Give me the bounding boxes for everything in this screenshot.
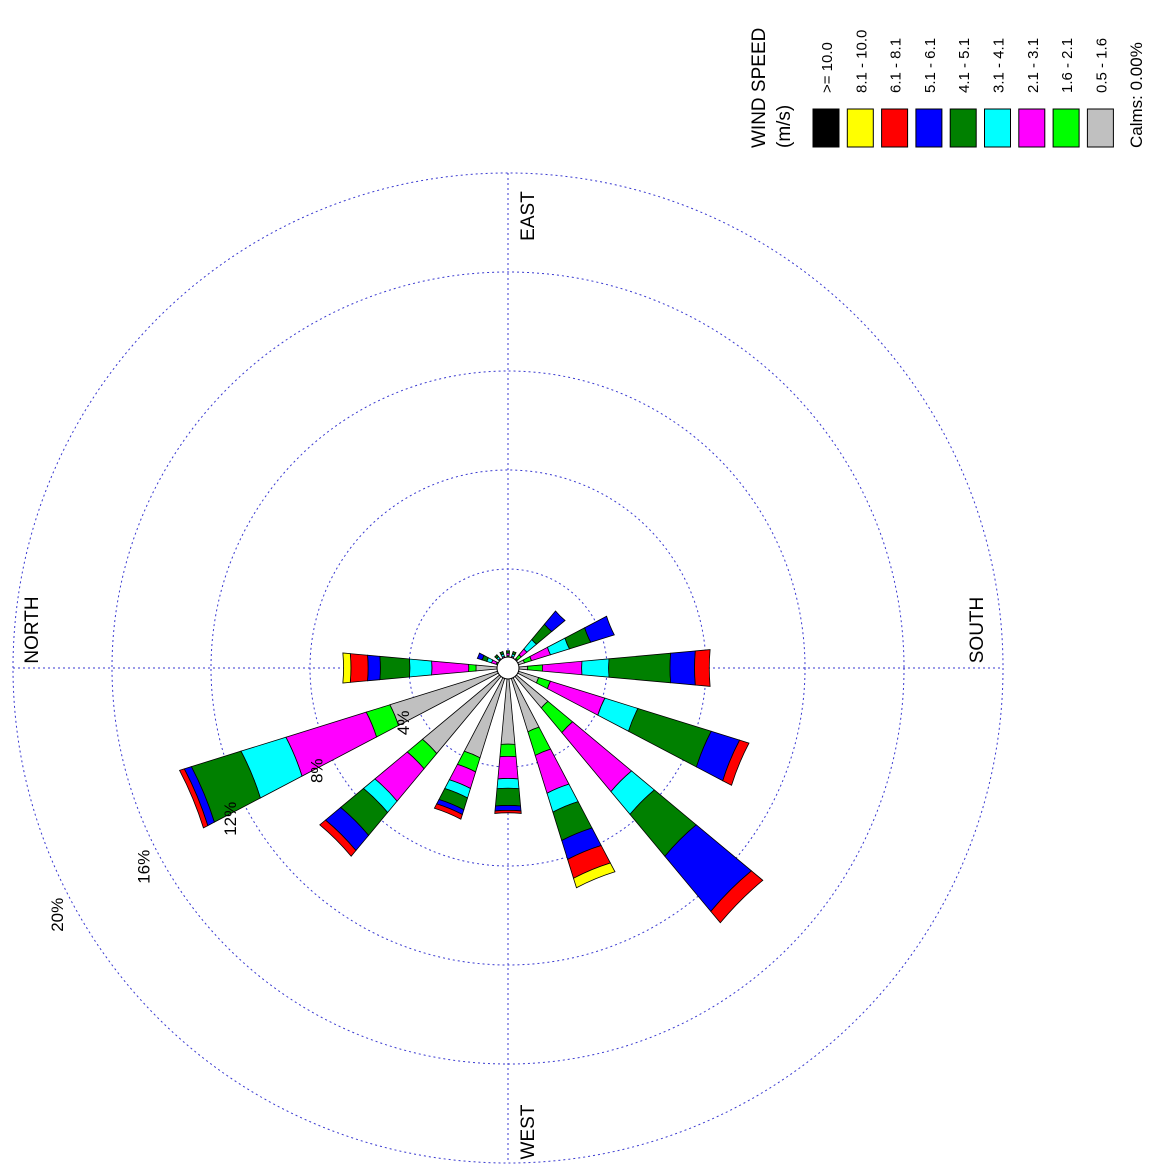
ring-5: [12, 172, 1004, 1164]
petal-270-bin-1: [499, 743, 517, 758]
petal-112.5-bin-4: [511, 650, 517, 656]
petal-90: [505, 650, 511, 658]
legend-label-6: 2.1 - 3.1: [1025, 38, 1042, 93]
petal-22.5-bin-5: [476, 652, 485, 661]
petal-135: [514, 610, 566, 662]
petal-67.5-bin-4: [499, 650, 505, 656]
direction-label-west: WEST: [518, 1104, 539, 1159]
petal-0-bin-4: [379, 655, 411, 681]
legend-title: WIND SPEED: [749, 28, 770, 148]
petal-270-bin-2: [497, 755, 519, 780]
petal-202.5-bin-4: [628, 707, 712, 768]
ring-label-4: 16%: [134, 850, 153, 884]
petal-45-bin-4: [494, 654, 500, 660]
petal-90-bin-4: [505, 650, 511, 654]
petal-22.5: [476, 652, 499, 666]
legend-label-5: 3.1 - 4.1: [991, 38, 1008, 93]
legend-label-3: 5.1 - 6.1: [922, 38, 939, 93]
petal-180-bin-5: [669, 650, 696, 686]
legend: WIND SPEED (m/s) >= 10.0 8.1 - 10.0 6.1 - …: [749, 28, 1146, 148]
ring-label-1: 4%: [394, 710, 413, 735]
legend-swatch-3: [915, 108, 943, 148]
petal-270-bin-4: [494, 787, 522, 807]
petal-247.5-bin-7: [573, 862, 616, 889]
petal-180-bin-4: [608, 652, 672, 684]
legend-swatch-5: [984, 108, 1011, 148]
legend-swatch-4: [949, 108, 977, 148]
petal-0-bin-2: [431, 660, 470, 676]
legend-label-0: >= 10.0: [819, 42, 836, 93]
petal-315-bin-6: [319, 819, 357, 857]
legend-label-8: 0.5 - 1.6: [1093, 38, 1110, 93]
petal-180-bin-6: [694, 649, 711, 687]
petal-0-bin-7: [342, 652, 352, 684]
petal-202.5-bin-6: [722, 739, 750, 786]
petals: [178, 610, 764, 924]
legend-swatch-7: [1052, 108, 1080, 148]
petal-315: [319, 674, 502, 857]
petal-337.5-bin-2: [285, 711, 378, 777]
petal-0-bin-5: [367, 654, 381, 682]
ring-label-5: 20%: [48, 898, 67, 932]
petal-0-bin-0: [475, 664, 498, 672]
legend-label-7: 1.6 - 2.1: [1059, 38, 1076, 93]
petal-225: [514, 674, 764, 924]
ring-label-3: 12%: [221, 802, 240, 836]
legend-label-4: 4.1 - 5.1: [956, 38, 973, 93]
petal-292.5-bin-6: [433, 803, 463, 820]
ring-label-2: 8%: [308, 758, 327, 783]
legend-label-1: 8.1 - 10.0: [853, 30, 870, 93]
petal-292.5: [433, 677, 506, 820]
direction-label-south: SOUTH: [967, 597, 988, 664]
legend-swatch-1: [846, 108, 874, 148]
legend-swatch-2: [881, 108, 909, 148]
legend-swatch-0: [812, 108, 840, 148]
petal-270-bin-3: [496, 778, 520, 790]
petal-157.5-bin-2: [529, 646, 552, 662]
legend-calms: Calms: 0.00%: [1127, 42, 1146, 148]
petal-0-bin-6: [349, 653, 369, 683]
legend-swatch-8: [1086, 108, 1114, 148]
petal-180: [518, 649, 711, 687]
petal-180-bin-2: [541, 660, 583, 676]
petal-180-bin-3: [581, 658, 610, 678]
ring-labels: 4% 8% 12% 16% 20%: [48, 710, 413, 931]
direction-label-east: EAST: [518, 191, 539, 241]
legend-units: (m/s): [774, 105, 795, 148]
petal-0-bin-1: [468, 663, 477, 673]
petal-180-bin-1: [527, 664, 543, 672]
petal-247.5: [510, 677, 616, 889]
petal-202.5: [517, 670, 750, 786]
center-hub: [496, 656, 520, 680]
petal-270-bin-6: [494, 809, 522, 814]
petal-0-bin-3: [408, 658, 433, 678]
petal-337.5: [178, 670, 499, 829]
petal-157.5-bin-5: [584, 615, 615, 643]
petal-112.5: [510, 650, 517, 659]
petal-180-bin-0: [518, 665, 529, 671]
petal-270-bin-0: [500, 678, 516, 745]
petal-135-bin-5: [543, 610, 566, 633]
direction-label-north: NORTH: [22, 596, 43, 663]
petal-225-bin-6: [710, 870, 764, 924]
legend-label-2: 6.1 - 8.1: [888, 38, 905, 93]
petal-337.5-bin-6: [178, 768, 209, 829]
petal-157.5: [517, 615, 615, 666]
petal-0: [342, 652, 498, 684]
petal-270: [494, 678, 522, 814]
legend-swatch-6: [1018, 108, 1046, 148]
